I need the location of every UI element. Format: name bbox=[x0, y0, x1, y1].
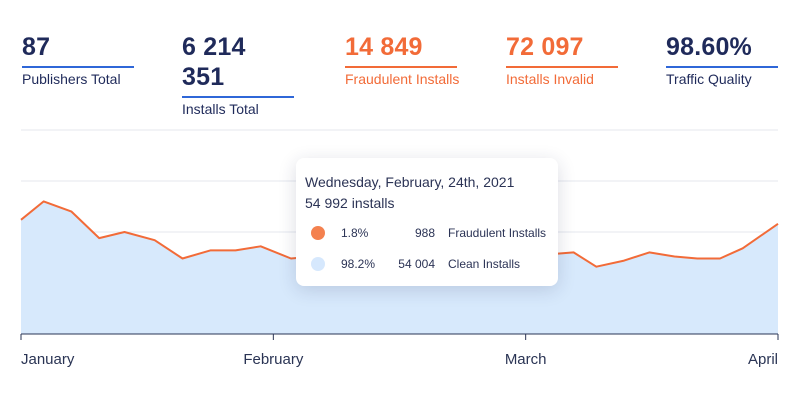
tooltip-total: 54 992 installs bbox=[305, 195, 395, 211]
tooltip-count: 54 004 bbox=[398, 257, 435, 271]
kpi-installs-invalid: 72 097 Installs Invalid bbox=[506, 32, 618, 88]
tooltip-row-fraudulent: 1.8% 988 Fraudulent Installs bbox=[305, 223, 558, 243]
tooltip-pct: 1.8% bbox=[341, 226, 369, 240]
kpi-label: Publishers Total bbox=[22, 71, 121, 87]
kpi-label: Installs Total bbox=[182, 101, 259, 117]
kpi-installs-total: 6 214 351 Installs Total bbox=[182, 32, 294, 118]
fraudulent-dot-icon bbox=[311, 226, 325, 240]
kpi-underline bbox=[666, 66, 778, 68]
kpi-underline bbox=[506, 66, 618, 68]
kpi-value: 6 214 351 bbox=[182, 33, 246, 91]
kpi-value: 98.60% bbox=[666, 33, 752, 61]
kpi-publishers-total: 87 Publishers Total bbox=[22, 32, 134, 88]
kpi-label: Fraudulent Installs bbox=[345, 71, 460, 87]
kpi-value: 14 849 bbox=[345, 33, 423, 61]
kpi-underline bbox=[22, 66, 134, 68]
tooltip-date: Wednesday, February, 24th, 2021 bbox=[305, 174, 515, 190]
tooltip-count: 988 bbox=[414, 226, 435, 240]
clean-dot-icon bbox=[311, 257, 325, 271]
x-axis: January February March April bbox=[20, 333, 779, 368]
tooltip-pct: 98.2% bbox=[341, 257, 376, 271]
kpi-fraudulent-installs: 14 849 Fraudulent Installs bbox=[345, 32, 460, 88]
chart-tooltip: Wednesday, February, 24th, 2021 54 992 i… bbox=[296, 158, 558, 286]
x-tick-label: March bbox=[505, 351, 547, 368]
kpi-label: Installs Invalid bbox=[506, 71, 594, 87]
tooltip-row-clean: 98.2% 54 004 Clean Installs bbox=[305, 254, 558, 274]
kpi-underline bbox=[182, 96, 294, 98]
x-tick-label: February bbox=[243, 351, 304, 368]
kpi-underline bbox=[345, 66, 457, 68]
x-tick-label: April bbox=[748, 351, 778, 368]
tooltip-series-name: Clean Installs bbox=[448, 257, 521, 271]
x-tick-label: January bbox=[21, 351, 75, 368]
kpi-value: 72 097 bbox=[506, 33, 584, 61]
tooltip-series-name: Fraudulent Installs bbox=[448, 226, 547, 240]
kpi-label: Traffic Quality bbox=[666, 71, 752, 87]
kpi-value: 87 bbox=[22, 33, 51, 61]
kpi-traffic-quality: 98.60% Traffic Quality bbox=[666, 32, 778, 88]
